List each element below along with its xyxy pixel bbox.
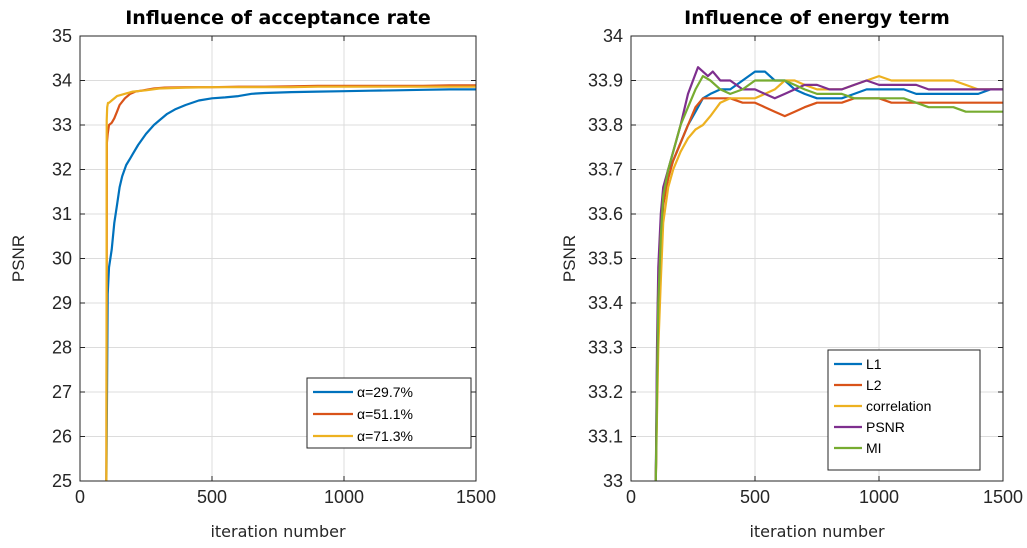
y-tick-label: 33 — [52, 115, 72, 135]
legend-label: α=29.7% — [357, 384, 413, 400]
y-tick-label: 33.8 — [588, 115, 623, 135]
x-tick-label: 0 — [626, 487, 636, 507]
series-group — [105, 84, 476, 481]
chart-title: Influence of energy term — [684, 7, 950, 29]
legend-label: L1 — [866, 356, 882, 372]
chart-acceptance-rate: 0 500 1000 1500 25 26 27 28 29 30 31 32 33 34 35 Influe… — [9, 7, 496, 541]
y-tick-label: 34 — [603, 26, 623, 46]
y-tick-label: 31 — [52, 204, 72, 224]
y-tick-label: 33.1 — [588, 427, 623, 447]
series-line-1 — [105, 88, 476, 481]
chart-title: Influence of acceptance rate — [125, 7, 431, 29]
y-tick-label: 33 — [603, 471, 623, 491]
series-group — [654, 66, 1003, 481]
y-tick-label: 33.5 — [588, 249, 623, 269]
legend-label: α=71.3% — [357, 428, 413, 444]
x-tick-label: 500 — [197, 487, 227, 507]
chart-energy-term: 0 500 1000 1500 33 33.1 33.2 33.3 33.4 33.5 33.6 33… — [560, 7, 1023, 541]
y-tick-label: 33.4 — [588, 293, 623, 313]
y-tick-label: 29 — [52, 293, 72, 313]
legend-label: L2 — [866, 377, 882, 393]
legend-label: PSNR — [866, 419, 905, 435]
y-tick-label: 32 — [52, 160, 72, 180]
legend: L1 L2 correlation PSNR MI — [827, 349, 981, 471]
legend-label: correlation — [866, 398, 931, 414]
y-tick-label: 33.2 — [588, 382, 623, 402]
legend-label: α=51.1% — [357, 406, 413, 422]
x-tick-label: 500 — [740, 487, 770, 507]
y-axis-label: PSNR — [9, 235, 28, 282]
y-tick-label: 28 — [52, 338, 72, 358]
series-line-5 — [654, 74, 1003, 481]
y-tick-label: 34 — [52, 71, 72, 91]
x-tick-label: 1500 — [983, 487, 1023, 507]
x-tick-label: 1000 — [859, 487, 899, 507]
y-axis-label: PSNR — [560, 235, 579, 282]
x-axis-label: iteration number — [210, 522, 346, 541]
y-tick-label: 27 — [52, 382, 72, 402]
series-line-2 — [654, 97, 1003, 481]
y-tick-label: 33.6 — [588, 204, 623, 224]
y-tick-label: 33.3 — [588, 338, 623, 358]
x-axis-label: iteration number — [749, 522, 885, 541]
y-tick-label: 25 — [52, 471, 72, 491]
legend: α=29.7% α=51.1% α=71.3% — [306, 377, 472, 449]
y-tick-label: 33.9 — [588, 71, 623, 91]
x-tick-label: 1000 — [324, 487, 364, 507]
y-tick-label: 35 — [52, 26, 72, 46]
x-tick-label: 0 — [75, 487, 85, 507]
series-line-3 — [105, 85, 476, 481]
x-tick-label: 1500 — [456, 487, 496, 507]
y-tick-label: 30 — [52, 249, 72, 269]
y-tick-label: 26 — [52, 427, 72, 447]
legend-box — [827, 349, 981, 471]
legend-label: MI — [866, 440, 882, 456]
y-tick-label: 33.7 — [588, 160, 623, 180]
